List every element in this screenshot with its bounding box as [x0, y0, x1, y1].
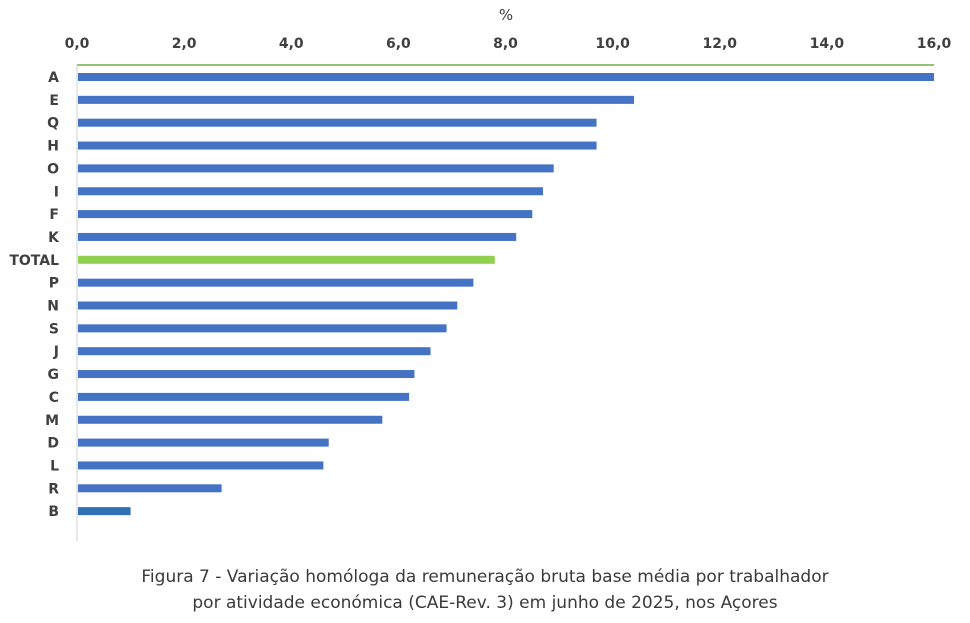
bar-g	[78, 370, 415, 379]
x-tick-label: 12,0	[702, 36, 737, 52]
axis-unit-label: %	[499, 6, 513, 24]
category-label-q: Q	[47, 116, 59, 132]
bar-e	[78, 95, 635, 104]
bar-f	[78, 210, 533, 219]
figure-caption-line-2: por atividade económica (CAE-Rev. 3) em …	[192, 593, 778, 613]
chart-canvas: % 0,0 2,0 4,0 6,0 8,0 10,0 12,0 14,0 16,0 AEQHOI…	[9, 6, 952, 542]
bar-s	[78, 324, 447, 333]
category-label-a: A	[48, 70, 59, 86]
category-label-p: P	[49, 276, 59, 292]
category-label-d: D	[47, 436, 59, 452]
category-label-j: J	[53, 344, 59, 360]
category-label-e: E	[49, 93, 59, 109]
category-label-o: O	[47, 161, 59, 177]
bars	[78, 73, 934, 516]
bar-l	[78, 461, 324, 470]
category-label-k: K	[48, 230, 60, 246]
category-label-h: H	[47, 139, 59, 155]
bar-n	[78, 301, 458, 310]
bar-r	[78, 484, 222, 493]
x-tick-label: 2,0	[172, 36, 197, 52]
x-tick-label: 6,0	[386, 36, 411, 52]
bar-d	[78, 438, 329, 447]
figure-caption-line-1: Figura 7 - Variação homóloga da remunera…	[141, 567, 829, 587]
category-label-total: TOTAL	[9, 253, 59, 269]
x-tick-label: 14,0	[810, 36, 845, 52]
category-label-i: I	[54, 184, 59, 200]
category-label-c: C	[49, 390, 59, 406]
category-label-n: N	[47, 299, 59, 315]
bar-h	[78, 141, 597, 150]
bar-b	[78, 507, 131, 516]
x-tick-label: 10,0	[595, 36, 630, 52]
category-label-f: F	[49, 207, 59, 223]
category-label-g: G	[48, 367, 60, 383]
x-axis-ticks: 0,0 2,0 4,0 6,0 8,0 10,0 12,0 14,0 16,0	[65, 36, 952, 52]
x-tick-label: 8,0	[493, 36, 518, 52]
category-label-l: L	[50, 458, 59, 474]
bar-c	[78, 392, 410, 401]
bar-m	[78, 415, 383, 424]
x-tick-label: 4,0	[279, 36, 304, 52]
bar-p	[78, 278, 474, 287]
category-label-r: R	[48, 481, 59, 497]
x-tick-label: 0,0	[65, 36, 90, 52]
bar-a	[78, 73, 934, 81]
x-tick-label: 16,0	[917, 36, 952, 52]
bar-i	[78, 187, 543, 196]
bar-o	[78, 164, 554, 173]
bar-k	[78, 232, 517, 241]
bar-q	[78, 118, 597, 127]
category-label-b: B	[48, 504, 59, 520]
category-label-s: S	[49, 321, 59, 337]
bar-total	[78, 255, 495, 264]
bar-j	[78, 347, 431, 356]
category-label-m: M	[45, 413, 59, 429]
